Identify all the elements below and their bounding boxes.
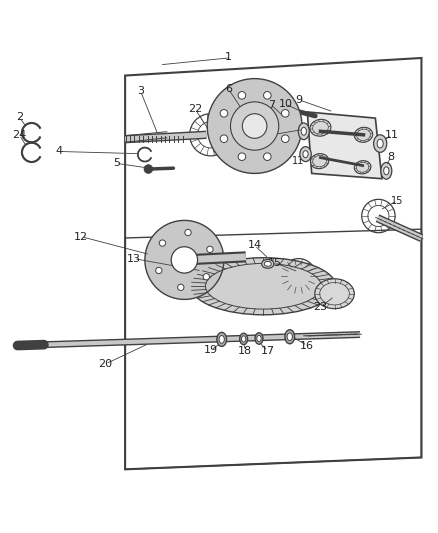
Ellipse shape bbox=[219, 335, 224, 343]
Ellipse shape bbox=[241, 336, 245, 342]
Ellipse shape bbox=[286, 333, 292, 341]
Circle shape bbox=[144, 165, 152, 173]
Polygon shape bbox=[307, 112, 381, 179]
Text: 4: 4 bbox=[56, 147, 63, 157]
Text: 13: 13 bbox=[127, 254, 141, 264]
Text: 22: 22 bbox=[188, 104, 202, 115]
Ellipse shape bbox=[383, 167, 388, 175]
Ellipse shape bbox=[373, 135, 386, 152]
Ellipse shape bbox=[284, 330, 294, 344]
Circle shape bbox=[171, 247, 197, 273]
Circle shape bbox=[184, 229, 191, 236]
Text: 6: 6 bbox=[224, 84, 231, 94]
Text: 17: 17 bbox=[260, 346, 274, 356]
Ellipse shape bbox=[302, 151, 307, 158]
Ellipse shape bbox=[353, 160, 370, 174]
Ellipse shape bbox=[309, 119, 330, 136]
Ellipse shape bbox=[353, 127, 372, 142]
Text: 12: 12 bbox=[74, 232, 88, 241]
Circle shape bbox=[206, 246, 212, 253]
Circle shape bbox=[230, 102, 278, 150]
Ellipse shape bbox=[314, 279, 353, 309]
Circle shape bbox=[241, 113, 267, 139]
Ellipse shape bbox=[300, 127, 306, 135]
Ellipse shape bbox=[191, 258, 335, 315]
Text: 16: 16 bbox=[300, 341, 314, 351]
Text: 5: 5 bbox=[113, 158, 120, 168]
Text: 23: 23 bbox=[313, 302, 327, 312]
Text: 2: 2 bbox=[16, 112, 23, 122]
Text: 20: 20 bbox=[98, 359, 112, 369]
Text: 18: 18 bbox=[237, 346, 251, 356]
Circle shape bbox=[281, 109, 288, 117]
Text: 3: 3 bbox=[137, 86, 144, 96]
Text: 8: 8 bbox=[242, 134, 249, 144]
Ellipse shape bbox=[256, 335, 261, 342]
Circle shape bbox=[237, 153, 245, 160]
Text: 1: 1 bbox=[224, 52, 231, 62]
Ellipse shape bbox=[310, 154, 328, 168]
Text: 15: 15 bbox=[390, 196, 403, 206]
Ellipse shape bbox=[264, 262, 271, 266]
Ellipse shape bbox=[261, 260, 273, 268]
Ellipse shape bbox=[216, 333, 226, 346]
Text: 11: 11 bbox=[291, 156, 303, 166]
Circle shape bbox=[155, 268, 162, 273]
Circle shape bbox=[203, 273, 209, 280]
Text: 9: 9 bbox=[294, 95, 301, 104]
Ellipse shape bbox=[299, 147, 311, 161]
Ellipse shape bbox=[298, 123, 308, 140]
Text: 11: 11 bbox=[384, 130, 398, 140]
Circle shape bbox=[220, 135, 227, 142]
Text: 10: 10 bbox=[278, 99, 292, 109]
Text: 14: 14 bbox=[247, 240, 261, 251]
Ellipse shape bbox=[239, 333, 247, 345]
Text: 8: 8 bbox=[386, 152, 393, 161]
Circle shape bbox=[263, 92, 271, 99]
Circle shape bbox=[159, 240, 165, 246]
Circle shape bbox=[281, 135, 288, 142]
Text: 15: 15 bbox=[267, 258, 281, 268]
Circle shape bbox=[220, 109, 227, 117]
Ellipse shape bbox=[376, 139, 382, 148]
Circle shape bbox=[263, 153, 271, 160]
Circle shape bbox=[177, 284, 184, 290]
Ellipse shape bbox=[254, 333, 262, 344]
Text: 7: 7 bbox=[267, 100, 274, 110]
Text: 19: 19 bbox=[203, 345, 217, 355]
Circle shape bbox=[173, 249, 195, 271]
Ellipse shape bbox=[380, 163, 391, 179]
Circle shape bbox=[237, 92, 245, 99]
Circle shape bbox=[207, 78, 301, 173]
Circle shape bbox=[242, 114, 266, 138]
Circle shape bbox=[145, 221, 223, 300]
Text: 24: 24 bbox=[12, 130, 26, 140]
